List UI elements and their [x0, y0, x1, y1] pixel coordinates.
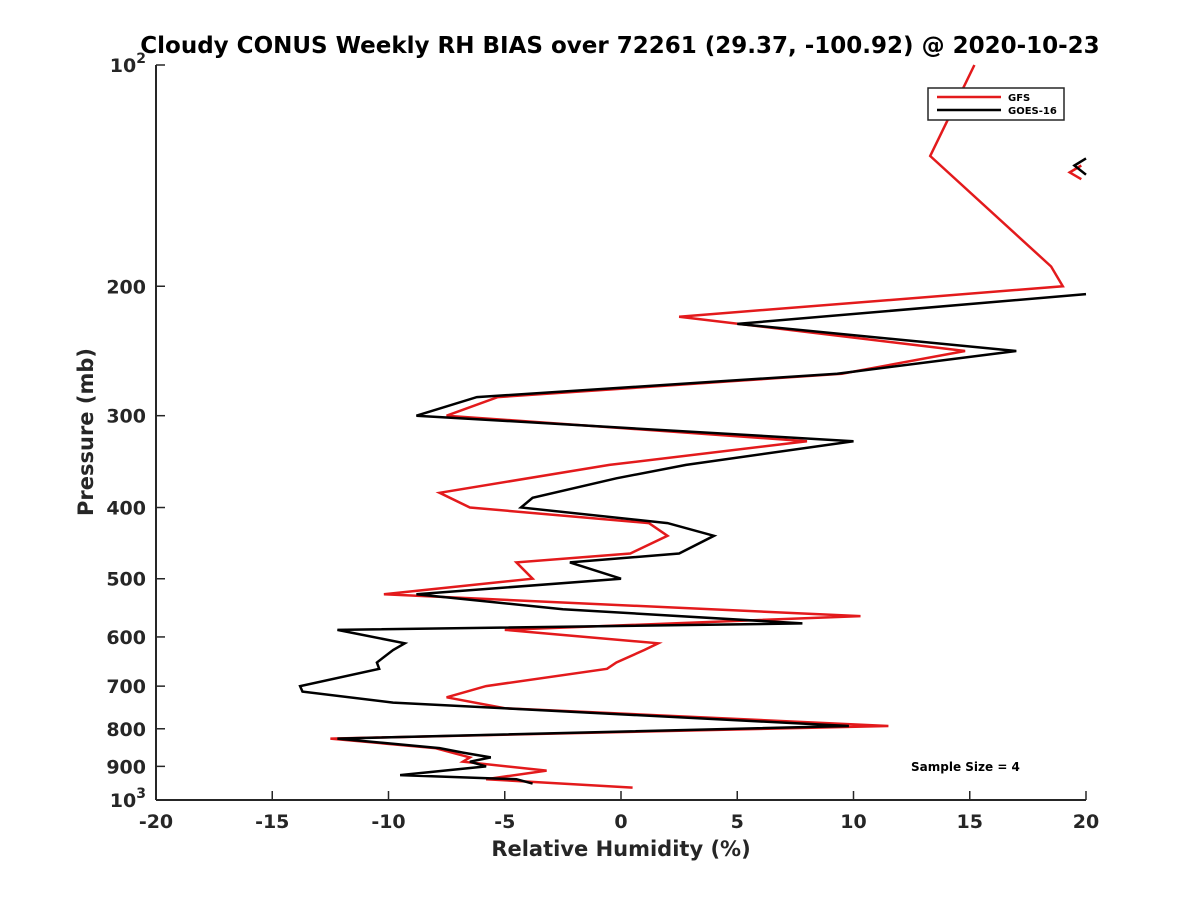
y-tick-label: 400 — [106, 498, 146, 520]
x-tick-label: 10 — [840, 811, 866, 833]
series-layer — [298, 64, 1087, 789]
x-tick-label: -20 — [139, 811, 173, 833]
y-tick-label: 500 — [106, 569, 146, 591]
y-tick-label: 700 — [106, 676, 146, 698]
legend: GFS GOES-16 — [927, 87, 1065, 121]
x-axis-label: Relative Humidity (%) — [491, 837, 750, 861]
y-tick-label: 200 — [106, 276, 146, 298]
legend-label-goes16: GOES-16 — [1008, 106, 1057, 117]
x-tick-label: 0 — [614, 811, 627, 833]
y-tick-label: 300 — [106, 406, 146, 428]
x-tick-label: -5 — [494, 811, 515, 833]
series-line-goes16 — [298, 292, 1087, 785]
legend-label-gfs: GFS — [1008, 93, 1030, 104]
legend-box — [927, 87, 1065, 121]
y-tick-label: 600 — [106, 627, 146, 649]
chart-title: Cloudy CONUS Weekly RH BIAS over 72261 (… — [140, 33, 1099, 59]
x-tick-label: 15 — [957, 811, 983, 833]
x-tick-label: 5 — [731, 811, 744, 833]
y-tick-label: 900 — [106, 756, 146, 778]
y-tick-label: 103 — [110, 786, 146, 812]
x-tick-label: -10 — [371, 811, 405, 833]
goes16-mark — [1072, 157, 1087, 176]
y-axis-label: Pressure (mb) — [74, 348, 98, 516]
y-axis-ticks: 102 200 300 400 500 600 700 800 900 103 — [106, 51, 165, 812]
plot-area — [156, 65, 1086, 800]
x-axis-ticks: -20 -15 -10 -5 0 5 10 15 20 — [139, 791, 1099, 833]
sample-size-annotation: Sample Size = 4 — [911, 760, 1020, 774]
y-tick-label: 102 — [110, 51, 146, 77]
x-tick-label: -15 — [255, 811, 289, 833]
x-tick-label: 20 — [1073, 811, 1099, 833]
y-tick-label: 800 — [106, 719, 146, 741]
